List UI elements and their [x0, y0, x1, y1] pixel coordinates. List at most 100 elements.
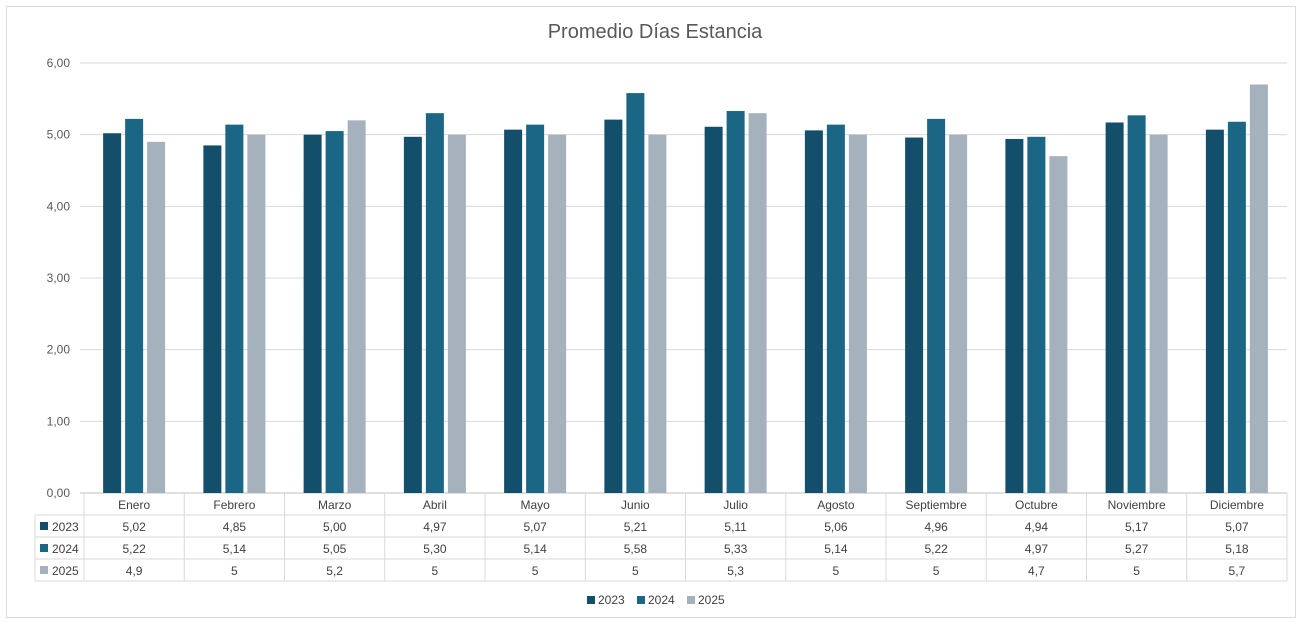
table-cell: 5,14	[824, 542, 848, 556]
table-cell: 5,30	[423, 542, 447, 556]
table-cell: 5,17	[1125, 520, 1149, 534]
bar-2025-julio	[748, 113, 767, 494]
table-cell: 5,11	[724, 520, 747, 534]
bar-2023-octubre	[1005, 138, 1024, 493]
bar-2023-julio	[704, 126, 723, 494]
table-cell: 5,06	[824, 520, 848, 534]
table-cell: 5,22	[924, 542, 948, 556]
data-table: Enero Febrero Marzo Abril Mayo Junio Julio Agos…	[34, 493, 1288, 582]
y-tick-label: 0,00	[47, 486, 71, 500]
legend-key	[637, 596, 645, 604]
table-cell: 5,27	[1125, 542, 1149, 556]
table-series-label: 2023	[52, 520, 79, 534]
bar-2025-mayo	[548, 134, 567, 493]
x-tick-label: Noviembre	[1108, 498, 1166, 512]
x-tick-label: Febrero	[213, 498, 255, 512]
bar-2023-noviembre	[1105, 122, 1124, 493]
table-cell: 5	[532, 564, 539, 578]
table-cell: 5,14	[223, 542, 247, 556]
y-tick-label: 5,00	[47, 128, 71, 142]
legend-key	[587, 596, 595, 604]
table-cell: 4,96	[924, 520, 948, 534]
bar-2025-diciembre	[1249, 84, 1268, 493]
bar-2025-noviembre	[1149, 134, 1168, 493]
x-tick-label: Septiembre	[905, 498, 967, 512]
table-cell: 5	[432, 564, 439, 578]
bar-2025-febrero	[247, 134, 266, 493]
x-tick-label: Junio	[621, 498, 650, 512]
bar-2024-octubre	[1027, 136, 1046, 494]
y-tick-label: 1,00	[47, 414, 71, 428]
bar-2024-agosto	[826, 124, 845, 493]
x-tick-label: Mayo	[520, 498, 550, 512]
legend: 2023 2024 2025	[587, 593, 725, 607]
table-cell: 4,97	[1025, 542, 1049, 556]
x-tick-label: Agosto	[817, 498, 855, 512]
bar-2023-diciembre	[1205, 129, 1224, 493]
table-cell: 5	[933, 564, 940, 578]
table-cell: 5,02	[122, 520, 146, 534]
table-cell: 5,00	[323, 520, 347, 534]
bar-2024-junio	[626, 93, 645, 493]
bar-2024-enero	[125, 118, 144, 494]
x-tick-label: Octubre	[1015, 498, 1058, 512]
bar-2024-febrero	[225, 124, 244, 493]
bar-2023-mayo	[504, 129, 523, 493]
table-cell: 5,21	[624, 520, 648, 534]
bar-2025-enero	[147, 141, 166, 494]
table-legend-key	[40, 544, 48, 552]
table-cell: 4,94	[1025, 520, 1049, 534]
bar-2024-noviembre	[1127, 115, 1146, 494]
x-tick-label: Abril	[423, 498, 447, 512]
table-cell: 5,3	[727, 564, 744, 578]
table-cell: 5,2	[326, 564, 343, 578]
x-tick-label: Julio	[723, 498, 748, 512]
bar-2024-septiembre	[927, 118, 946, 494]
bar-2024-abril	[425, 113, 444, 494]
table-cell: 4,97	[423, 520, 447, 534]
bar-2023-febrero	[203, 145, 222, 493]
bar-2024-marzo	[325, 131, 344, 494]
legend-label: 2024	[648, 593, 675, 607]
table-cell: 5	[1133, 564, 1140, 578]
legend-label: 2023	[598, 593, 625, 607]
x-tick-label: Enero	[118, 498, 150, 512]
bar-2023-enero	[103, 133, 122, 493]
bar-2025-septiembre	[949, 134, 968, 493]
y-tick-label: 6,00	[47, 56, 71, 70]
bar-2023-agosto	[804, 130, 823, 493]
legend-label: 2025	[698, 593, 725, 607]
table-cell: 4,7	[1028, 564, 1045, 578]
table-cell: 5,18	[1225, 542, 1249, 556]
bar-2025-agosto	[848, 134, 867, 493]
table-cell: 5	[231, 564, 238, 578]
gridlines	[80, 62, 1287, 494]
bar-2025-marzo	[347, 120, 366, 493]
bar-2023-abril	[403, 136, 422, 494]
table-legend-key	[40, 566, 48, 574]
table-cell: 5,07	[1225, 520, 1249, 534]
table-cell: 4,9	[126, 564, 143, 578]
y-axis: 0,00 1,00 2,00 3,00 4,00 5,00 6,00	[47, 56, 71, 500]
bar-2025-abril	[447, 134, 466, 493]
table-cell: 5,22	[122, 542, 146, 556]
x-tick-label: Marzo	[318, 498, 352, 512]
bar-2023-marzo	[303, 134, 322, 493]
table-cell: 5,05	[323, 542, 347, 556]
bar-2023-junio	[604, 119, 623, 493]
table-series-label: 2025	[52, 564, 79, 578]
table-legend-key	[40, 522, 48, 530]
table-cell: 5	[632, 564, 639, 578]
y-tick-label: 4,00	[47, 199, 71, 213]
table-cell: 5,58	[624, 542, 648, 556]
table-cell: 5,7	[1229, 564, 1246, 578]
table-cell: 5,07	[523, 520, 547, 534]
bar-2025-octubre	[1049, 156, 1068, 493]
table-cell: 4,85	[223, 520, 247, 534]
x-tick-label: Diciembre	[1210, 498, 1264, 512]
bar-2023-septiembre	[905, 137, 924, 494]
bar-2024-mayo	[526, 124, 545, 493]
table-series-label: 2024	[52, 542, 79, 556]
y-tick-label: 2,00	[47, 343, 71, 357]
